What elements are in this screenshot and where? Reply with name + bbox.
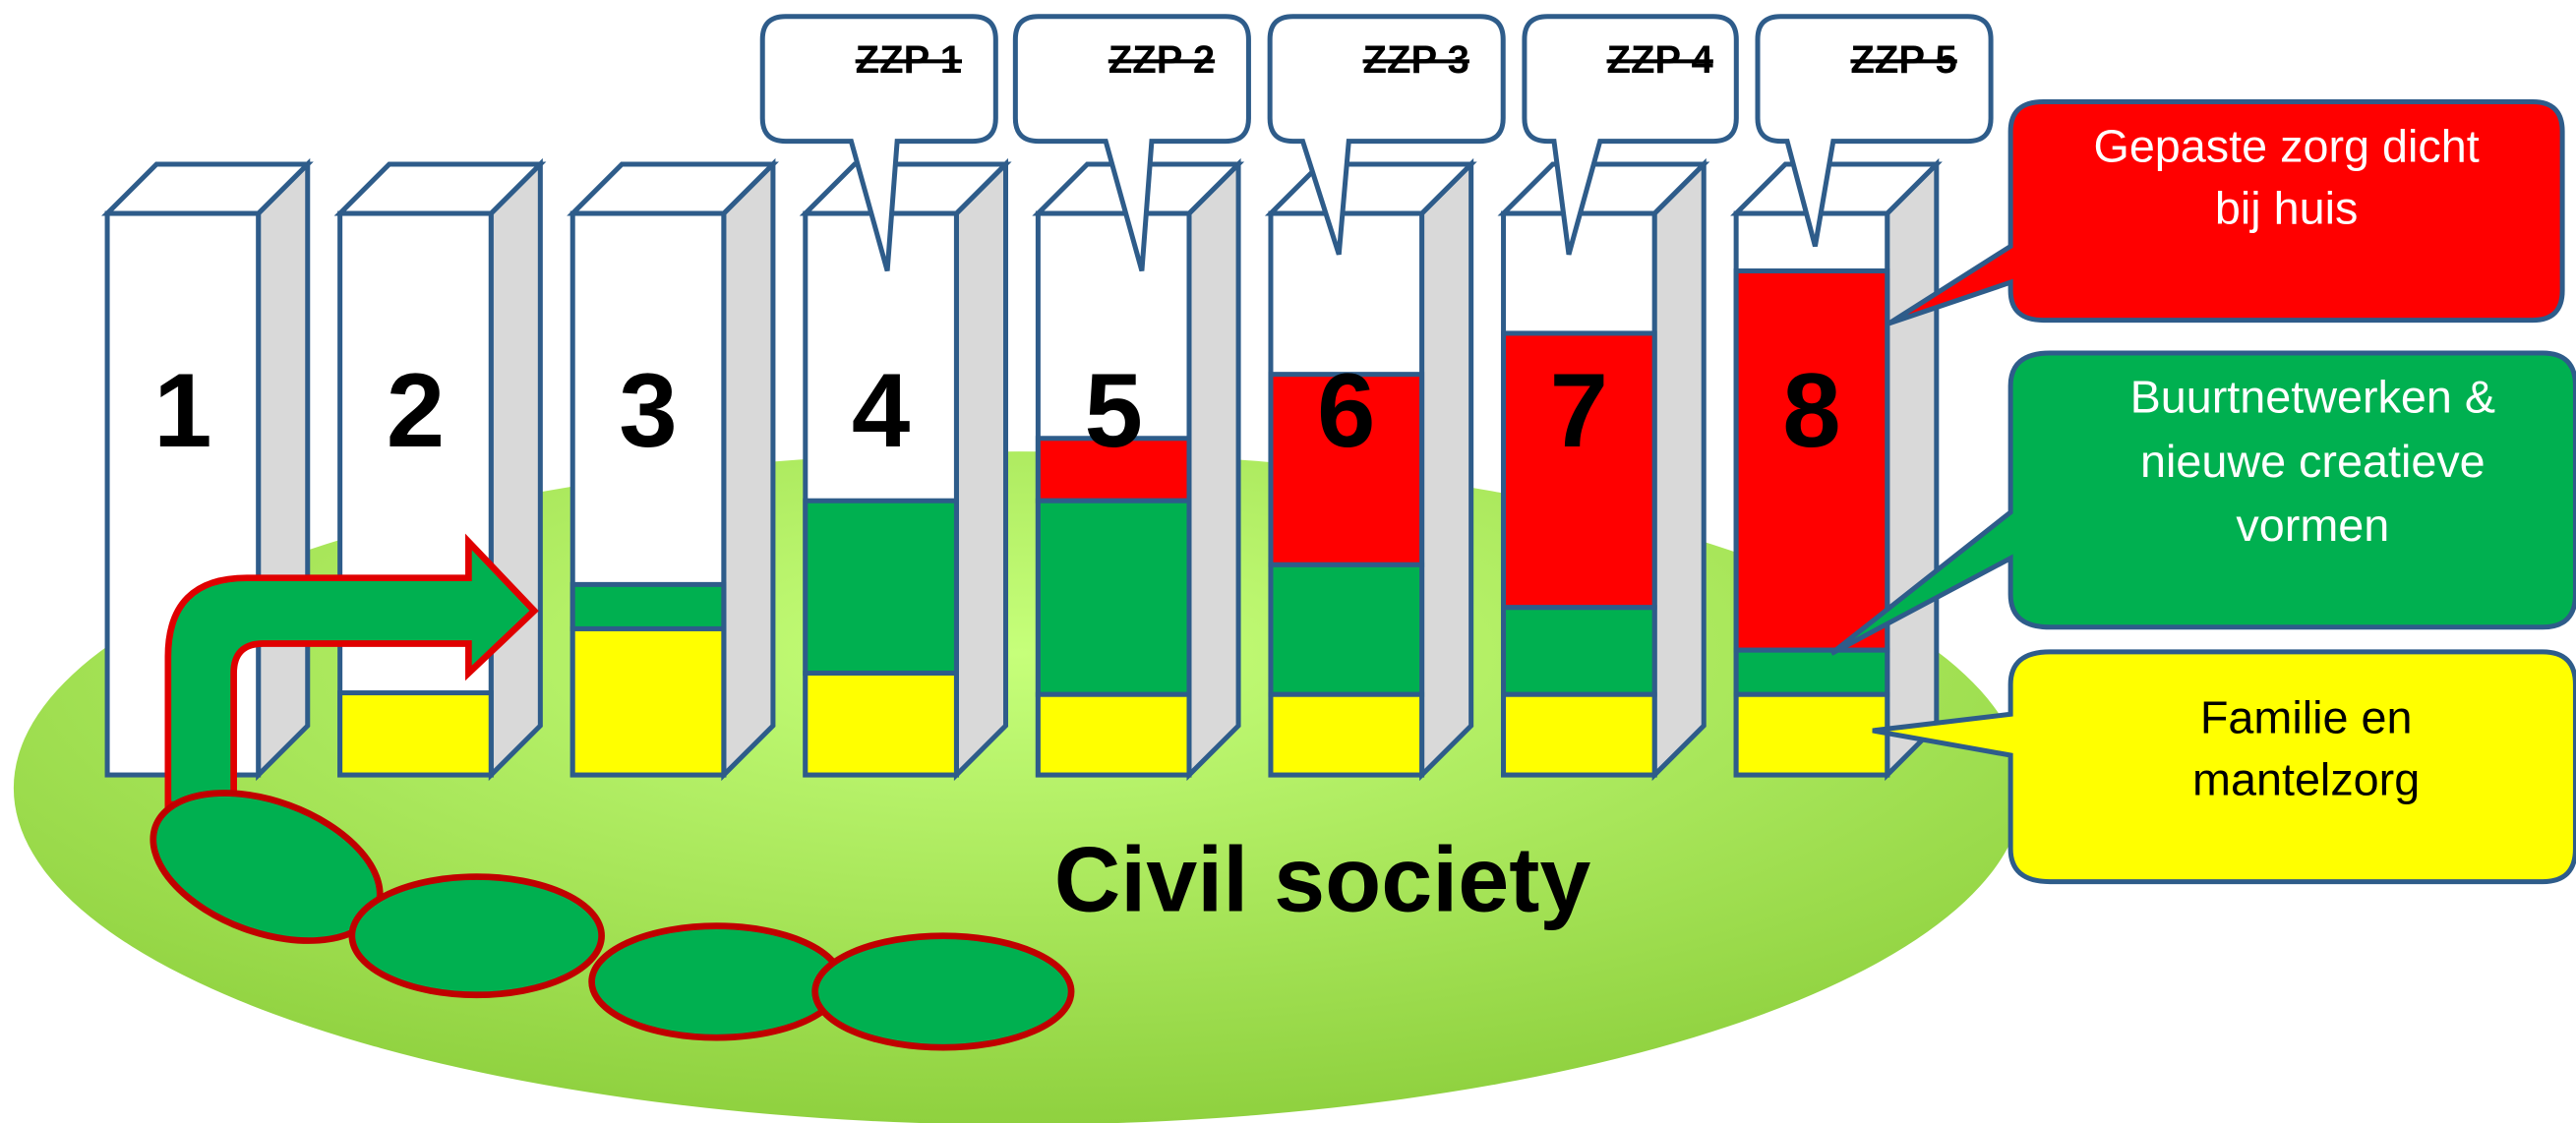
column-side <box>491 164 540 775</box>
column-side <box>1654 164 1704 775</box>
callout-text: vormen <box>2236 500 2389 551</box>
column-side <box>259 164 308 775</box>
diagram: 1 2 3 4 5 6 7 8 Civil society ZZP 1 ZZP 2 ZZP 3 ZZ… <box>0 0 2576 1123</box>
column-number: 8 <box>1782 351 1840 469</box>
column-side <box>724 164 773 775</box>
column-side <box>956 164 1005 775</box>
ground-label: Civil society <box>1054 827 1591 930</box>
column-number: 5 <box>1084 351 1142 469</box>
column-segment <box>1736 694 1887 775</box>
column-segment <box>572 584 724 628</box>
column-number: 7 <box>1550 351 1608 469</box>
column-segment <box>340 693 492 775</box>
column-number: 3 <box>619 351 677 469</box>
zzp-label: ZZP 2 <box>1108 38 1215 82</box>
callout-text: bij huis <box>2215 183 2358 234</box>
column-segment <box>1271 694 1422 775</box>
column-side <box>1189 164 1238 775</box>
column-segment <box>1271 564 1422 694</box>
column-segment <box>806 674 957 776</box>
zzp-label: ZZP 5 <box>1850 38 1956 82</box>
column-side <box>1887 164 1937 775</box>
column-number: 2 <box>387 351 445 469</box>
zzp-label: ZZP 1 <box>856 38 962 82</box>
column-number: 4 <box>852 351 910 469</box>
column-segment <box>1038 501 1189 694</box>
callout-text: Buurtnetwerken & <box>2130 372 2495 423</box>
stone <box>352 877 602 995</box>
column-segment <box>1038 694 1189 775</box>
callout-text: nieuwe creatieve <box>2140 436 2486 487</box>
callout-text: Gepaste zorg dicht <box>2093 120 2479 171</box>
column-side <box>1422 164 1471 775</box>
zzp-label: ZZP 4 <box>1606 38 1713 82</box>
stone <box>592 926 842 1038</box>
column-number: 6 <box>1317 351 1375 469</box>
column-segment <box>806 501 957 673</box>
column-segment <box>1504 694 1655 775</box>
callout-text: Familie en <box>2200 691 2413 742</box>
zzp-label: ZZP 3 <box>1363 38 1469 82</box>
column-segment <box>1504 608 1655 694</box>
column-number: 1 <box>153 351 211 469</box>
column-segment <box>572 628 724 775</box>
column-segment <box>1736 650 1887 694</box>
stone <box>815 936 1071 1048</box>
callout-text: mantelzorg <box>2192 754 2420 805</box>
